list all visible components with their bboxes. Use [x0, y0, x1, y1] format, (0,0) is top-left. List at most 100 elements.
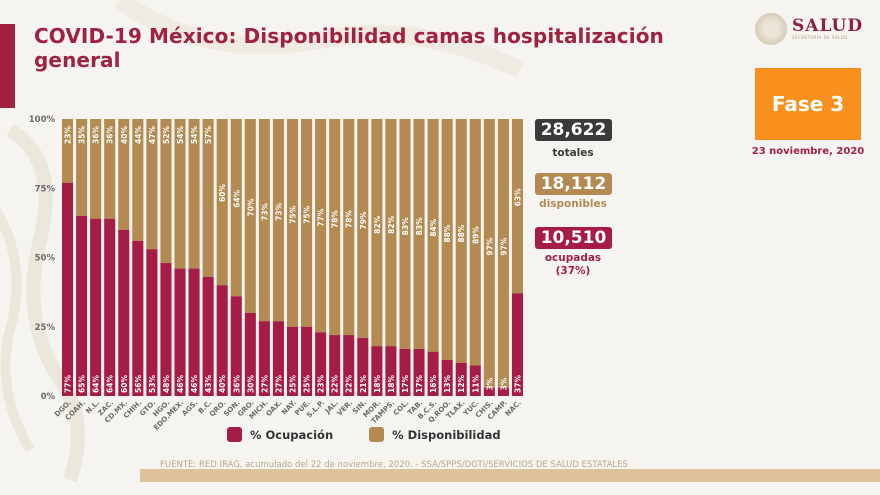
data-label-occupancy: 22% [331, 375, 340, 393]
bar-availability [483, 119, 495, 388]
y-tick-label: 25% [35, 323, 56, 333]
data-label-availability: 36% [92, 126, 101, 144]
bar-availability [202, 119, 214, 277]
data-label-occupancy: 22% [345, 375, 354, 393]
phase-badge: Fase 3 [755, 68, 861, 140]
data-label-availability: 63% [513, 188, 522, 206]
legend-item-occupancy: % Ocupación [227, 427, 333, 442]
data-label-availability: 23% [64, 126, 73, 144]
data-label-availability: 97% [485, 237, 494, 255]
data-label-occupancy: 3% [499, 377, 508, 390]
bar-availability [427, 119, 439, 352]
occupied-beds-pct: (37%) [555, 265, 591, 277]
seal-icon [755, 13, 787, 45]
legend-swatch-availability [369, 427, 385, 442]
data-label-availability: 64% [232, 189, 241, 207]
bar-availability [188, 119, 200, 269]
bar-occupancy [160, 263, 172, 396]
data-label-occupancy: 16% [429, 375, 438, 393]
bar-availability [441, 119, 453, 360]
data-label-occupancy: 46% [190, 375, 199, 393]
data-label-availability: 79% [359, 211, 368, 229]
data-label-availability: 60% [218, 184, 227, 202]
data-label-occupancy: 17% [401, 375, 410, 393]
bar-availability [301, 119, 313, 327]
y-tick-label: 0% [41, 392, 56, 402]
occupied-beds-label: ocupadas [544, 252, 602, 264]
data-label-availability: 78% [345, 210, 354, 228]
bar-occupancy [483, 387, 495, 396]
bar-availability [132, 119, 144, 241]
y-tick-label: 75% [35, 184, 56, 194]
data-label-occupancy: 36% [232, 375, 241, 393]
data-label-occupancy: 53% [148, 375, 157, 393]
legend-label-availability: % Disponibilidad [392, 427, 501, 442]
bar-occupancy [455, 362, 467, 396]
data-label-availability: 77% [317, 208, 326, 226]
bar-occupancy [315, 332, 327, 396]
total-beds-label: totales [552, 147, 594, 159]
data-label-occupancy: 64% [106, 375, 115, 393]
data-label-availability: 40% [120, 126, 129, 144]
data-label-occupancy: 18% [387, 375, 396, 393]
bar-occupancy [258, 321, 270, 396]
logo-text: SALUD [792, 16, 864, 36]
data-label-availability: 57% [204, 126, 213, 144]
bar-availability [511, 119, 523, 294]
data-label-availability: 75% [289, 205, 298, 223]
bar-occupancy [301, 326, 313, 396]
bar-occupancy [216, 285, 228, 396]
data-label-occupancy: 77% [64, 375, 73, 393]
data-label-availability: 73% [274, 202, 283, 220]
bar-availability [315, 119, 327, 333]
bar-occupancy [244, 312, 256, 396]
bar-availability [118, 119, 130, 230]
bar-occupancy [76, 215, 88, 396]
data-label-occupancy: 43% [204, 375, 213, 393]
bar-availability [244, 119, 256, 313]
data-label-availability: 89% [471, 226, 480, 244]
x-tick-label: OAX. [265, 399, 284, 418]
bar-availability [76, 119, 88, 216]
salud-logo: SALUD SECRETARÍA DE SALUD [755, 12, 865, 46]
data-label-availability: 88% [443, 224, 452, 242]
source-note: FUENTE: RED IRAG, acumulado del 22 de no… [160, 460, 628, 470]
bar-occupancy [469, 365, 481, 396]
data-label-availability: 83% [401, 217, 410, 235]
data-label-occupancy: 48% [162, 375, 171, 393]
y-tick-label: 50% [35, 254, 56, 264]
bar-availability [455, 119, 467, 363]
data-label-availability: 88% [457, 224, 466, 242]
bar-availability [174, 119, 186, 269]
bar-occupancy [511, 293, 523, 396]
bar-occupancy [202, 276, 214, 396]
bar-occupancy [371, 346, 383, 396]
bar-occupancy [90, 218, 102, 396]
available-beds-value: 18,112 [535, 173, 612, 195]
bar-availability [469, 119, 481, 366]
legend-label-occupancy: % Ocupación [250, 427, 334, 442]
bar-occupancy [385, 346, 397, 396]
page-title: COVID-19 México: Disponibilidad camas ho… [34, 24, 664, 72]
data-label-occupancy: 25% [303, 375, 312, 393]
data-label-availability: 54% [176, 126, 185, 144]
bar-availability [329, 119, 341, 336]
y-tick-label: 100% [29, 115, 56, 125]
bar-availability [497, 119, 509, 388]
bar-availability [216, 119, 228, 286]
data-label-occupancy: 27% [274, 375, 283, 393]
bar-occupancy [357, 337, 369, 396]
logo-subtext: SECRETARÍA DE SALUD [792, 35, 848, 40]
data-label-occupancy: 23% [317, 375, 326, 393]
data-label-occupancy: 37% [513, 375, 522, 393]
data-label-occupancy: 11% [471, 375, 480, 393]
total-beds-value: 28,622 [535, 119, 612, 141]
bar-occupancy [188, 268, 200, 396]
bar-availability [385, 119, 397, 347]
x-tick-label: COL. [392, 399, 411, 418]
bar-occupancy [62, 182, 74, 396]
data-label-availability: 35% [78, 126, 87, 144]
data-label-occupancy: 18% [373, 375, 382, 393]
data-label-availability: 70% [246, 198, 255, 216]
